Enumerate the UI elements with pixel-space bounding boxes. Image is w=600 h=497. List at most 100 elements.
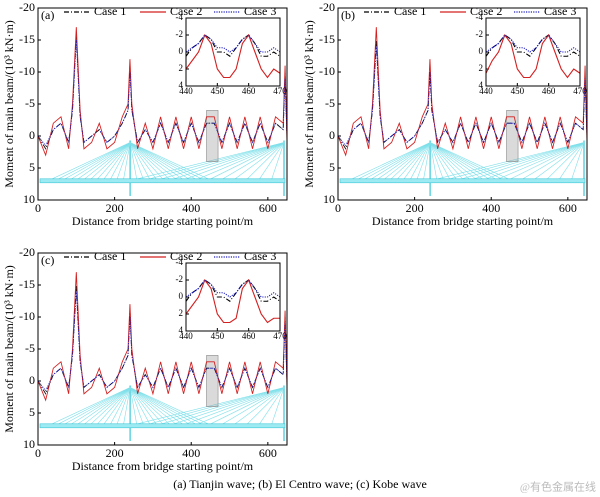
bridge-cable bbox=[82, 387, 131, 427]
series-line bbox=[485, 33, 581, 79]
x-tick-label: 450 bbox=[211, 86, 225, 96]
bridge-cable bbox=[109, 387, 131, 426]
x-tick-label: 400 bbox=[482, 201, 500, 215]
x-tick-label: 450 bbox=[211, 331, 225, 341]
bridge-cable bbox=[129, 142, 158, 181]
bridge-cable bbox=[429, 142, 486, 182]
bridge-cable bbox=[54, 142, 131, 182]
bridge-cable bbox=[68, 387, 131, 427]
bridge-cable bbox=[245, 142, 285, 182]
y-tick-label: -20 bbox=[319, 0, 335, 14]
bridge-cable bbox=[88, 387, 131, 427]
bridge-cable bbox=[422, 142, 431, 181]
series-line bbox=[337, 27, 588, 157]
bridge-cable bbox=[180, 142, 285, 182]
bridge-deck bbox=[39, 423, 286, 429]
x-axis-label: Distance from bridge starting point/m bbox=[372, 214, 554, 228]
bridge-cable bbox=[219, 142, 285, 182]
bridge-cable bbox=[519, 142, 585, 182]
bridge-cable bbox=[129, 387, 172, 427]
y-tick-label: -20 bbox=[19, 245, 35, 259]
bridge-cable bbox=[47, 387, 131, 427]
bridge-cable bbox=[429, 142, 479, 182]
y-tick-label: 0 bbox=[29, 373, 35, 387]
bridge-cable bbox=[129, 387, 158, 426]
series-line bbox=[37, 272, 288, 402]
bridge-cable bbox=[402, 142, 431, 181]
bridge-cable bbox=[375, 142, 431, 182]
plot-frame bbox=[337, 7, 588, 201]
bridge-cable bbox=[61, 142, 131, 182]
y-tick-label: -2 bbox=[176, 274, 184, 284]
x-tick-label: 600 bbox=[259, 201, 277, 215]
y-tick-label: -4 bbox=[176, 12, 184, 22]
bridge-cable bbox=[68, 142, 131, 182]
y-tick-label: 2 bbox=[179, 308, 184, 318]
bridge-cable bbox=[347, 142, 431, 182]
bridge-cable bbox=[429, 142, 472, 182]
y-tick-label: 10 bbox=[23, 192, 35, 206]
bridge-cable bbox=[258, 387, 285, 426]
bridge-cable bbox=[129, 387, 165, 426]
bridge-cable bbox=[493, 142, 585, 182]
bridge-cable bbox=[382, 142, 431, 182]
bridge-cable bbox=[129, 142, 192, 182]
legend-label: Case 1 bbox=[394, 4, 426, 18]
y-tick-label: 4 bbox=[179, 325, 184, 335]
bridge-deck bbox=[339, 178, 586, 184]
bridge-cable bbox=[455, 142, 585, 182]
series-line bbox=[337, 46, 588, 147]
bridge-cable bbox=[88, 142, 131, 182]
y-tick-label: -5 bbox=[325, 96, 335, 110]
x-tick-label: 200 bbox=[106, 446, 124, 460]
x-tick-label: 0 bbox=[35, 201, 41, 215]
bridge-cable bbox=[245, 387, 285, 427]
bridge-cable bbox=[129, 142, 145, 181]
bridge-cable bbox=[129, 387, 192, 427]
bridge-cable bbox=[429, 142, 438, 181]
x-tick-label: 200 bbox=[406, 201, 424, 215]
bridge-cable bbox=[270, 142, 285, 181]
bridge-cable bbox=[429, 142, 451, 181]
y-tick-label: -5 bbox=[25, 96, 35, 110]
y-tick-label: -15 bbox=[319, 32, 335, 46]
y-tick-label: -10 bbox=[19, 64, 35, 78]
legend-label: Case 2 bbox=[170, 249, 202, 263]
bridge-cable bbox=[193, 142, 285, 182]
x-axis-label: Distance from bridge starting point/m bbox=[72, 214, 254, 228]
legend-label: Case 3 bbox=[544, 4, 576, 18]
plot-frame bbox=[37, 252, 288, 446]
watermark: @有色金属在线 bbox=[520, 480, 596, 494]
caption: (a) Tianjin wave; (b) El Centro wave; (c… bbox=[173, 477, 427, 491]
x-tick-label: 440 bbox=[179, 86, 193, 96]
bridge-cable bbox=[206, 387, 285, 427]
bridge-cable bbox=[82, 142, 131, 182]
bridge-cable bbox=[168, 142, 285, 182]
series-line bbox=[37, 27, 288, 157]
bridge-cable bbox=[429, 142, 465, 181]
y-tick-label: -15 bbox=[19, 277, 35, 291]
panel-label: (b) bbox=[341, 8, 355, 22]
bridge-cable bbox=[258, 142, 285, 181]
bridge-cable bbox=[129, 142, 206, 182]
bridge-cable bbox=[219, 387, 285, 427]
inset-background bbox=[186, 18, 280, 86]
series-line bbox=[185, 278, 280, 324]
legend-label: Case 2 bbox=[470, 4, 502, 18]
x-axis-label: Distance from bridge starting point/m bbox=[72, 459, 254, 473]
y-axis-label: Moment of main beam/(10³ kN·m) bbox=[302, 20, 316, 188]
x-tick-label: 400 bbox=[182, 446, 200, 460]
x-tick-label: 400 bbox=[182, 201, 200, 215]
bridge-cable bbox=[75, 387, 131, 427]
y-tick-label: -20 bbox=[19, 0, 35, 14]
bridge-cable bbox=[129, 387, 151, 426]
x-tick-label: 600 bbox=[559, 201, 577, 215]
inset-background bbox=[486, 18, 580, 86]
bridge-cable bbox=[129, 142, 138, 181]
bridge-cable bbox=[429, 142, 506, 182]
y-tick-label: -10 bbox=[319, 64, 335, 78]
